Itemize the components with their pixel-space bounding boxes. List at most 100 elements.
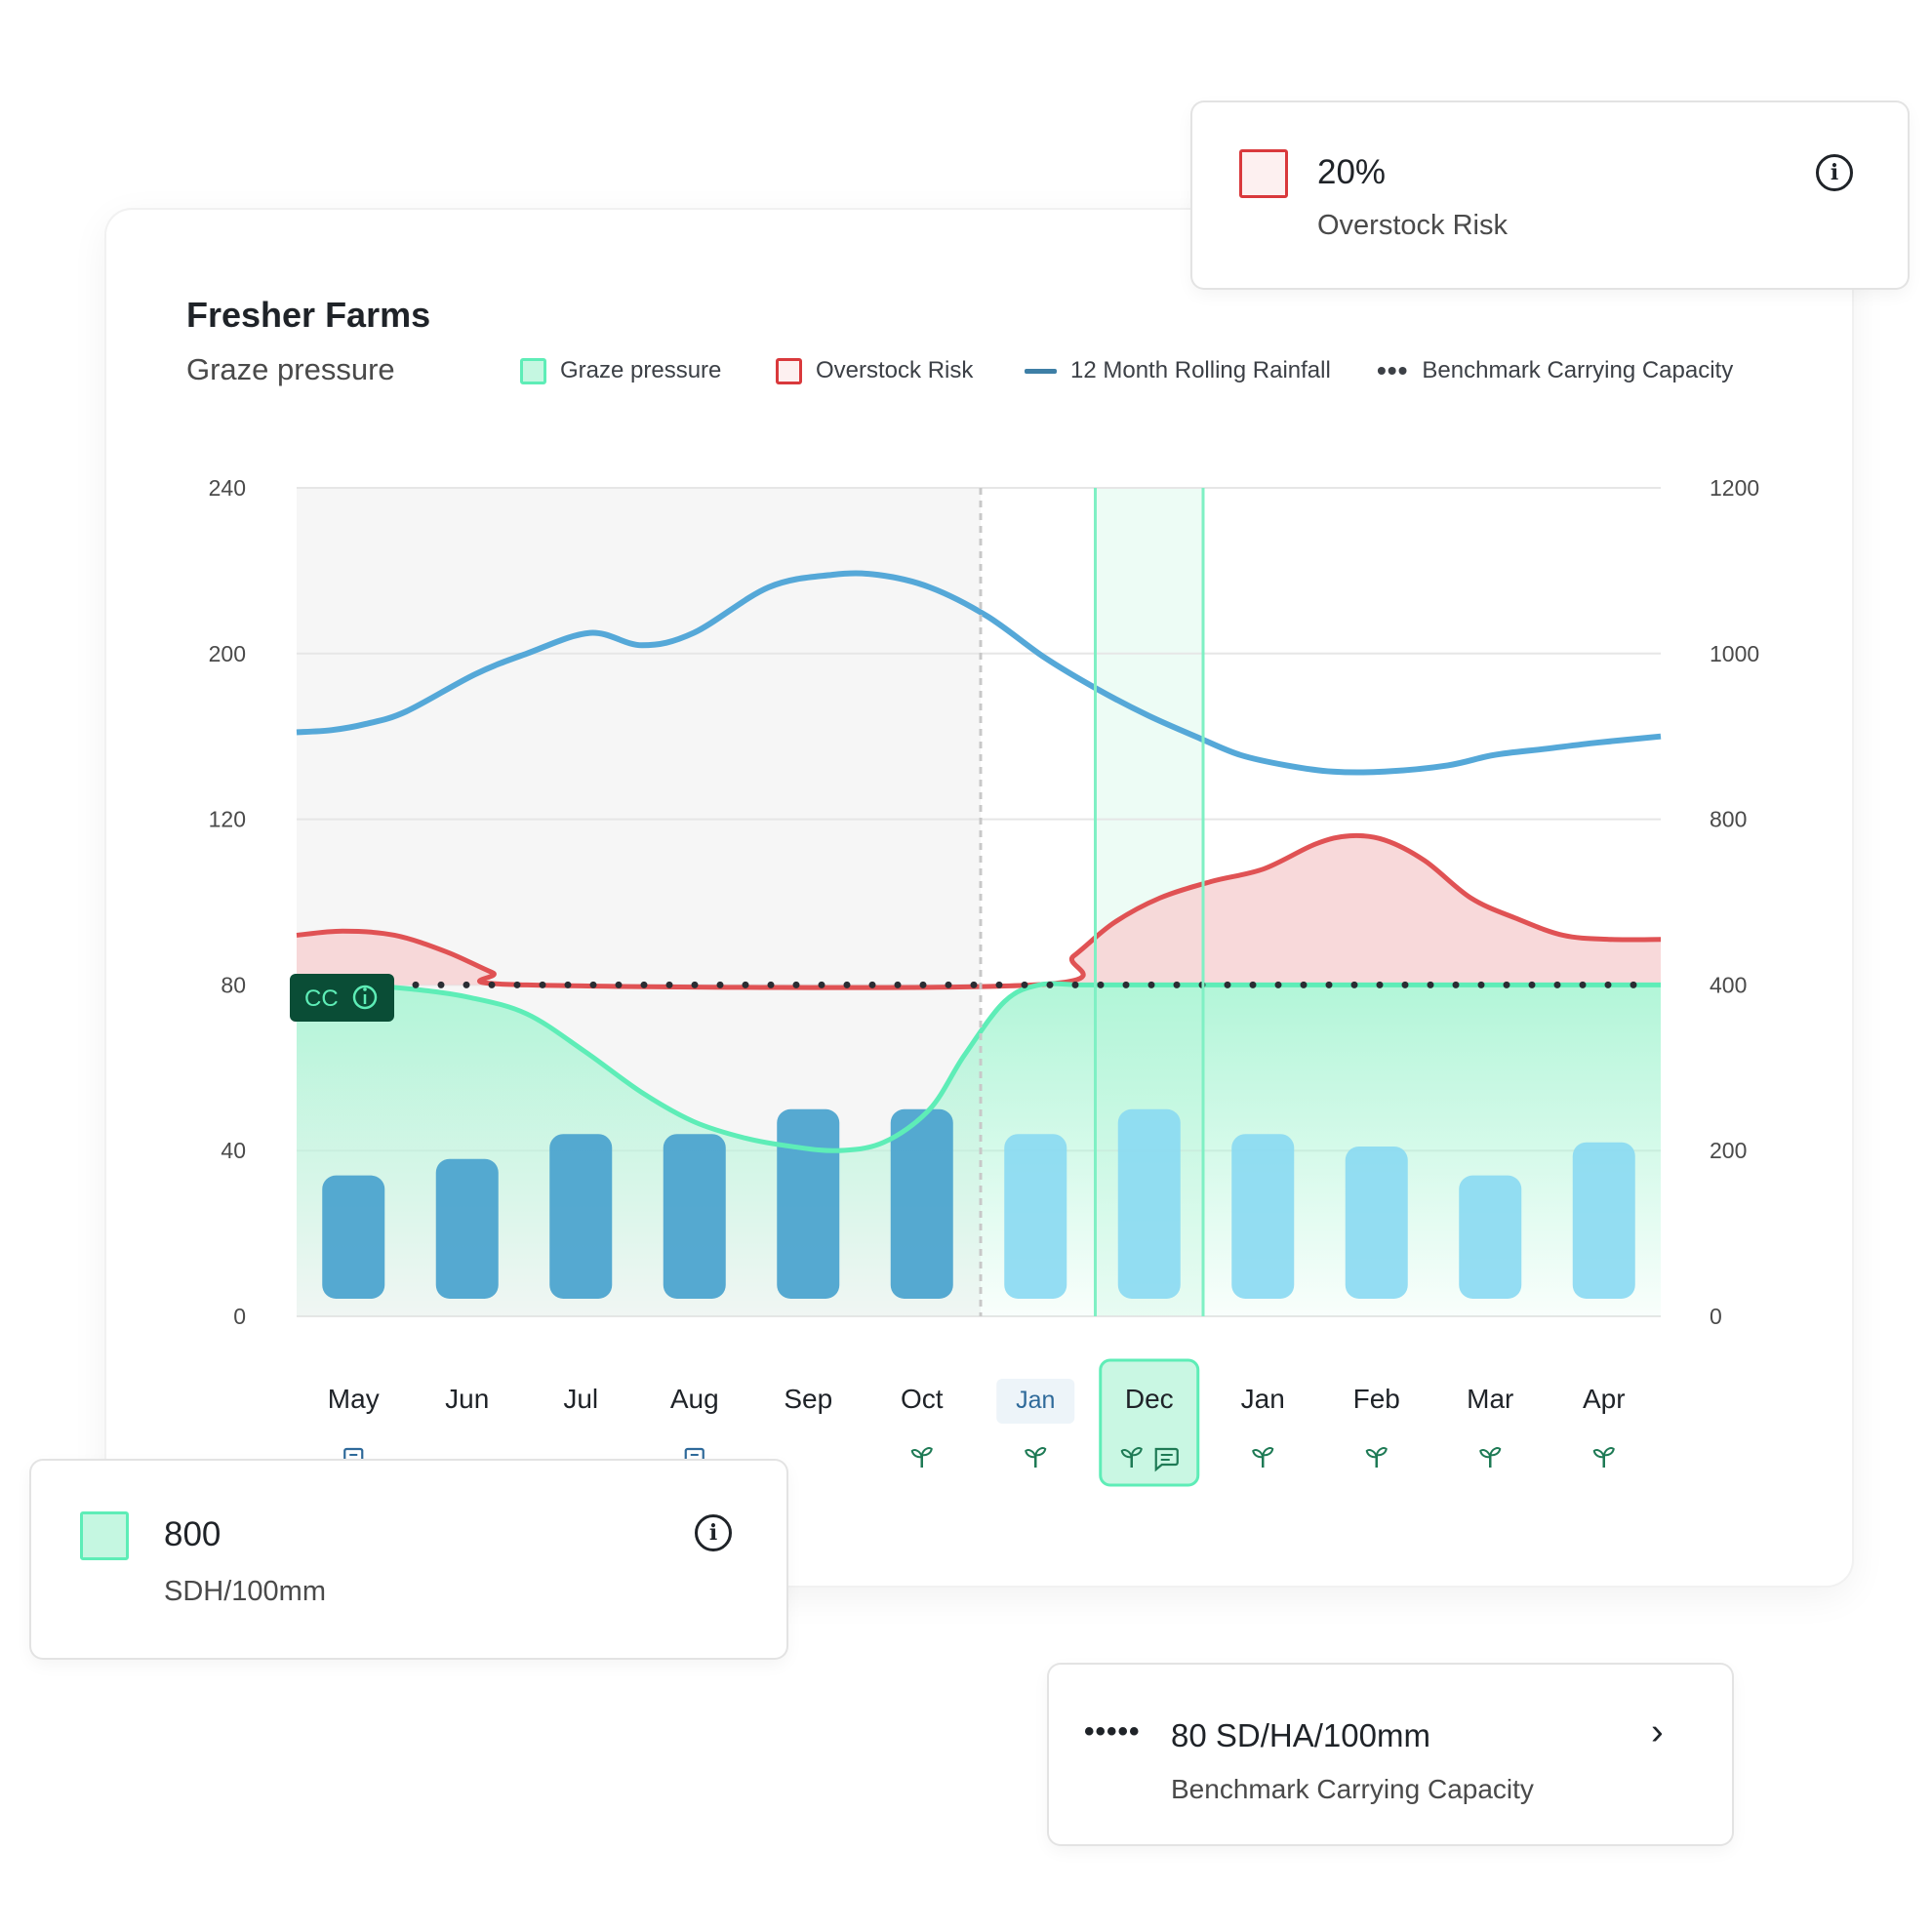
rainfall-bar [435,1158,499,1299]
sprout-leaf [1375,1447,1388,1457]
month-label: May [328,1384,380,1414]
month-label: Feb [1353,1384,1400,1414]
overstock-label: Overstock Risk [1317,210,1508,241]
info-icon[interactable]: i [695,1514,732,1551]
month-tick-dec: Dec [1099,1358,1200,1487]
month-label: Mar [1467,1384,1513,1414]
month-tick-sep: Sep [784,1384,832,1414]
benchmark-value: 80 SD/HA/100mm [1171,1717,1430,1753]
sprout-icon [1365,1447,1388,1468]
month-tick-oct: Oct [901,1384,944,1468]
sdh-value: 800 [164,1515,221,1553]
month-highlight [1099,1358,1200,1487]
sprout-leaf [910,1449,923,1459]
sprout-leaf [1602,1447,1615,1457]
sprout-leaf [920,1447,933,1457]
sprout-leaf [1592,1449,1605,1459]
square-icon [776,357,802,384]
month-tick-jun: Jun [445,1384,489,1414]
right-axis-tick: 200 [1710,1138,1747,1163]
rainfall-bar [890,1108,953,1299]
sdh-card[interactable]: 800 SDH/100mm i [31,1461,786,1658]
legend-label: Graze pressure [560,357,722,383]
sprout-icon [1025,1447,1047,1468]
rainfall-bar [1004,1134,1067,1299]
graze-pressure-line [296,981,1661,1153]
overstock-value: 20% [1317,153,1387,191]
sprout-leaf [1130,1447,1143,1457]
legend-benchmark-capacity[interactable]: ••• Benchmark Carrying Capacity [1377,357,1733,384]
month-label: Apr [1583,1384,1626,1414]
month-label: Sep [784,1384,832,1414]
month-tick-may: May [328,1384,380,1467]
overstock-risk-card[interactable]: 20% Overstock Risk i [1192,102,1908,288]
legend-label: Benchmark Carrying Capacity [1422,357,1734,383]
left-axis-tick: 120 [209,807,246,832]
month-label: Dec [1125,1384,1174,1414]
rainfall-bar [777,1108,840,1299]
comment-bubble [1154,1447,1179,1472]
month-label: Jun [445,1384,489,1414]
legend-graze-pressure[interactable]: Graze pressure [520,357,721,384]
month-tick-mar: Mar [1467,1384,1513,1468]
cc-badge: CC [290,974,394,1022]
overstock-risk-area [297,835,1661,988]
left-axis-tick: 200 [209,641,246,666]
sprout-leaf [1489,1447,1502,1457]
sprout-leaf [1479,1449,1492,1459]
left-axis-tick: 0 [233,1304,246,1329]
rainfall-bar [1459,1175,1522,1299]
sprout-icon [1252,1447,1274,1468]
dots-icon: ••• [1377,355,1409,385]
right-axis-tick: 1200 [1710,475,1759,501]
line-icon [1025,368,1057,374]
legend-label: 12 Month Rolling Rainfall [1070,357,1331,383]
left-axis-tick: 240 [209,475,246,501]
rainfall-bar [1572,1142,1635,1299]
square-icon [1239,149,1288,198]
month-tick-jan: Jan [996,1379,1075,1468]
info-icon [352,985,378,1010]
month-label: Jan [1241,1384,1285,1414]
dots-icon: ••••• [1084,1715,1141,1748]
sprout-leaf [1034,1447,1047,1457]
rainfall-bar [663,1134,726,1299]
sprout-leaf [1262,1447,1274,1457]
legend-rolling-rainfall[interactable]: 12 Month Rolling Rainfall [1025,357,1331,384]
sprout-icon [1479,1447,1502,1468]
comment-icon [1154,1447,1179,1472]
legend-label: Overstock Risk [816,357,974,383]
rainfall-bar [1231,1134,1295,1299]
month-label: Jan [1016,1387,1055,1414]
legend-overstock-risk[interactable]: Overstock Risk [776,357,973,384]
page-title: Fresher Farms [186,295,431,335]
right-axis-tick: 0 [1710,1304,1722,1329]
month-label: Oct [901,1384,944,1414]
rainfall-bar [322,1175,385,1299]
month-label: Jul [563,1384,598,1414]
month-tick-apr: Apr [1583,1384,1626,1468]
month-tick-feb: Feb [1353,1384,1400,1468]
benchmark-card[interactable]: ••••• 80 SD/HA/100mm Benchmark Carrying … [1049,1665,1732,1844]
rolling-rainfall-line [296,570,1662,776]
month-tick-aug: Aug [670,1384,719,1467]
overstock-risk-line [296,832,1662,990]
sprout-icon [910,1447,933,1468]
right-axis-tick: 800 [1710,807,1747,832]
month-label: Aug [670,1384,719,1414]
month-tick-jul: Jul [563,1384,598,1414]
info-icon[interactable]: i [1816,154,1853,191]
sprout-leaf [1025,1449,1037,1459]
rainfall-bar [549,1134,613,1299]
right-axis-tick: 1000 [1710,641,1759,666]
sprout-leaf [1120,1449,1133,1459]
month-current [996,1379,1075,1424]
sdh-label: SDH/100mm [164,1576,326,1607]
left-axis-tick: 40 [221,1138,246,1163]
sprout-icon [1120,1447,1143,1468]
info-icon-dot [363,987,367,991]
month-tick-jan: Jan [1241,1384,1285,1468]
chevron-right-icon[interactable]: › [1651,1711,1664,1752]
square-icon [520,357,546,384]
